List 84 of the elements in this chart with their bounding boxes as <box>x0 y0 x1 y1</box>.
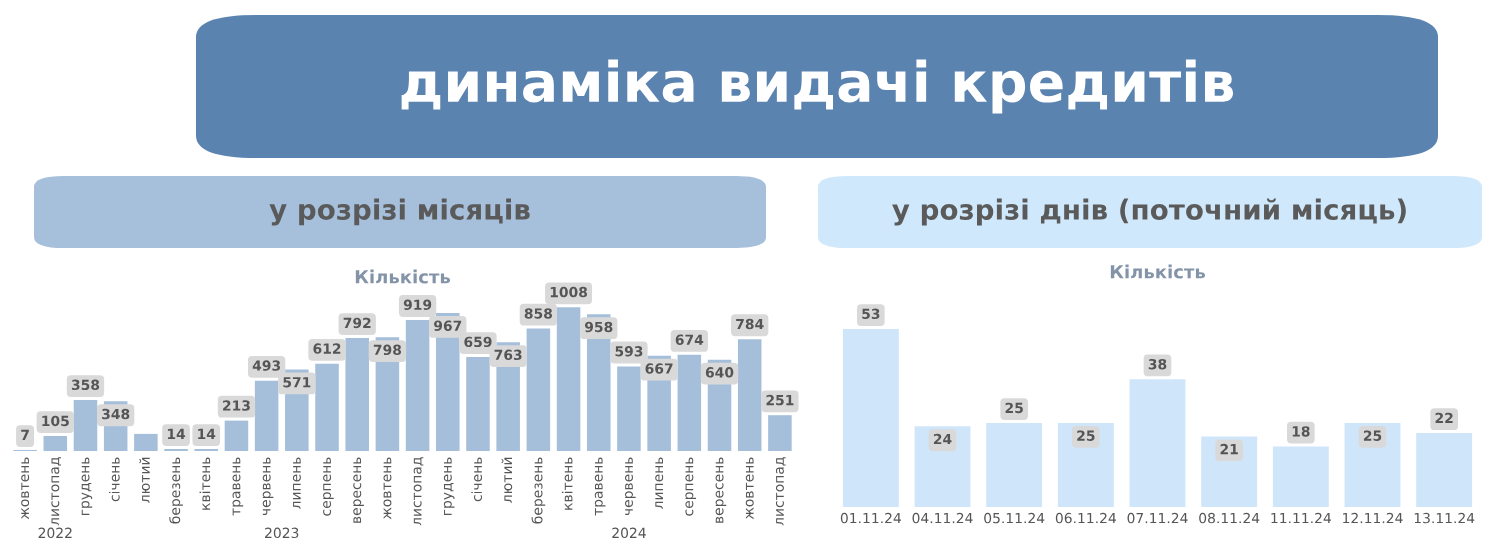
chart-subtitle: у розрізі місяців <box>269 198 530 226</box>
text: 2024 <box>612 527 646 539</box>
data-label: 858 <box>524 308 552 319</box>
data-label: 612 <box>313 343 341 354</box>
x-tick-label: жовтень <box>745 457 754 520</box>
x-tick-label: липень <box>655 457 664 509</box>
data-label: 792 <box>343 317 371 329</box>
data-label: 21 <box>1220 443 1238 455</box>
data-label: 213 <box>223 400 250 411</box>
data-label: 53 <box>862 308 880 320</box>
data-label: 593 <box>615 346 643 357</box>
data-label: 967 <box>434 320 462 331</box>
data-label: 1008 <box>550 286 588 298</box>
text: 2022 <box>38 527 72 539</box>
bar <box>134 433 158 451</box>
x-tick-label: 05.11.24 <box>984 512 1045 524</box>
bar <box>345 338 369 451</box>
x-tick-label: 13.11.24 <box>1414 512 1475 524</box>
x-tick-label: серпень <box>323 457 334 516</box>
data-label: 14 <box>198 428 216 439</box>
data-label: 251 <box>766 394 794 406</box>
x-tick-label: травень <box>232 457 244 516</box>
bar <box>1272 446 1329 507</box>
x-tick-label: листопад <box>51 457 62 526</box>
text: 2023 <box>265 527 299 539</box>
x-tick-label: листопад <box>775 457 786 526</box>
chart-title: Кількість <box>1110 264 1206 279</box>
data-label: 784 <box>736 318 764 330</box>
x-tick-label: липень <box>292 457 301 509</box>
data-label: 22 <box>1435 412 1453 424</box>
data-label: 493 <box>252 360 281 371</box>
data-label: 958 <box>584 321 613 333</box>
x-tick-label: 07.11.24 <box>1127 512 1188 524</box>
data-label: 763 <box>494 349 522 361</box>
bar <box>43 436 68 451</box>
data-label: 674 <box>675 334 704 345</box>
x-tick-label: березень <box>169 457 183 524</box>
x-tick-label: грудень <box>81 457 93 516</box>
x-tick-label: 04.11.24 <box>912 512 973 524</box>
data-label: 571 <box>283 377 311 388</box>
x-tick-label: травень <box>594 457 606 516</box>
x-tick-label: 01.11.24 <box>840 512 901 524</box>
data-label: 659 <box>464 336 492 348</box>
data-label: 667 <box>645 363 673 374</box>
x-tick-label: січень <box>108 457 120 502</box>
data-label: 18 <box>1292 426 1310 437</box>
x-tick-label: лютий <box>139 457 150 503</box>
chart-title: Кількість <box>355 269 451 284</box>
data-label: 358 <box>71 379 100 391</box>
x-tick-label: квітень <box>561 457 573 510</box>
data-label: 14 <box>167 428 186 439</box>
bar <box>1416 433 1473 507</box>
data-label: 640 <box>705 367 734 378</box>
x-tick-label: жовтень <box>383 457 392 520</box>
data-label: 919 <box>403 299 432 311</box>
x-tick-label: 08.11.24 <box>1199 512 1260 524</box>
data-label: 25 <box>1077 430 1095 441</box>
bar <box>842 328 899 507</box>
data-label: 24 <box>933 433 952 445</box>
text: динаміка видачі кредитів <box>401 59 1234 114</box>
data-label: 798 <box>373 344 402 356</box>
data-label: 348 <box>102 408 130 420</box>
x-tick-label: 11.11.24 <box>1271 512 1331 524</box>
data-label: 105 <box>42 415 69 427</box>
x-tick-label: лютий <box>501 457 513 503</box>
x-tick-label: вересень <box>353 457 364 523</box>
x-tick-label: 12.11.24 <box>1343 512 1403 524</box>
x-tick-label: березень <box>531 457 546 524</box>
chart-subtitle: у розрізі днів (поточний місяць) <box>892 198 1406 226</box>
x-tick-label: вересень <box>715 457 727 523</box>
x-tick-label: квітень <box>199 457 211 510</box>
data-label: 25 <box>1363 430 1382 441</box>
x-tick-label: серпень <box>685 457 697 516</box>
x-tick-label: червень <box>262 457 274 516</box>
bar <box>986 422 1043 507</box>
x-tick-label: листопад <box>413 457 424 526</box>
x-tick-label: жовтень <box>21 457 30 520</box>
data-label: 7 <box>21 429 29 440</box>
x-tick-label: 06.11.24 <box>1055 512 1116 524</box>
data-label: 38 <box>1148 358 1167 370</box>
x-tick-label: грудень <box>443 457 455 516</box>
data-label: 25 <box>1005 402 1023 414</box>
x-tick-label: січень <box>471 457 483 502</box>
x-tick-label: червень <box>625 457 636 516</box>
